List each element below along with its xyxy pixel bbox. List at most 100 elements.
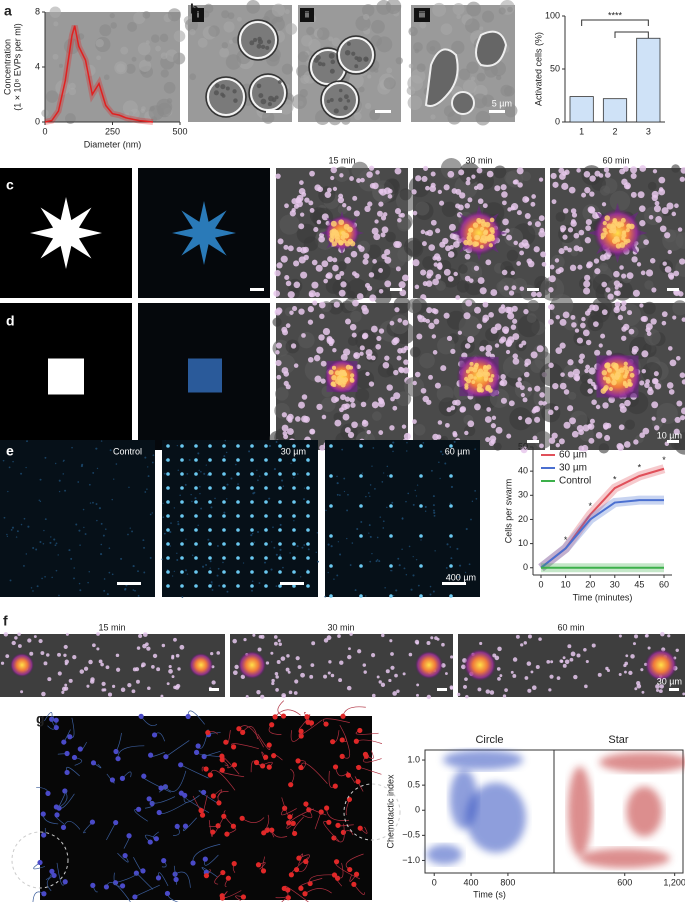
cell <box>511 285 517 291</box>
scale-bar <box>266 110 282 113</box>
cell <box>338 240 344 246</box>
cell <box>309 207 315 213</box>
cell <box>27 525 30 528</box>
texture <box>430 114 436 120</box>
cell <box>485 689 491 694</box>
cell <box>490 229 495 235</box>
texture <box>581 165 602 186</box>
image-labels: i ii iii 5 µm 15 min 30 min 60 min 10 µm… <box>98 8 682 686</box>
swarm <box>250 500 254 504</box>
cell <box>371 552 373 555</box>
annotation: * <box>613 474 617 484</box>
texture <box>570 410 588 429</box>
cell <box>315 264 323 272</box>
cell <box>585 659 589 664</box>
texture <box>173 30 186 42</box>
cell <box>621 273 627 279</box>
cell <box>423 165 429 171</box>
cell <box>659 225 667 233</box>
cell <box>307 356 314 363</box>
cell <box>473 376 477 380</box>
cell <box>171 654 175 658</box>
cell <box>376 675 380 679</box>
texture <box>300 74 310 84</box>
cell <box>132 667 137 672</box>
cell <box>39 478 42 481</box>
texture <box>151 34 160 43</box>
cell <box>278 642 282 647</box>
cell <box>448 223 456 231</box>
cell <box>433 511 436 514</box>
cell <box>2 459 5 462</box>
cell <box>336 482 339 485</box>
cell <box>439 450 443 453</box>
cell <box>330 166 338 174</box>
texture <box>221 10 230 19</box>
cell-edge <box>320 80 360 120</box>
cell <box>285 895 291 901</box>
cell <box>287 418 293 423</box>
cell <box>233 98 238 103</box>
cell <box>650 318 657 325</box>
cell <box>538 215 545 222</box>
cell <box>3 632 9 637</box>
cell <box>401 274 409 282</box>
cell <box>386 475 389 477</box>
swarm <box>166 444 170 448</box>
x-axis-label: Diameter (nm) <box>84 139 142 149</box>
cell <box>550 660 554 664</box>
cell <box>607 293 614 300</box>
cell <box>598 343 603 348</box>
cell <box>660 631 665 637</box>
texture <box>298 331 315 349</box>
cell <box>384 280 392 288</box>
cell <box>643 239 650 246</box>
cell <box>295 758 301 764</box>
swarm <box>250 542 254 546</box>
cell <box>471 380 476 384</box>
cell <box>44 456 47 459</box>
cell <box>583 280 591 288</box>
cell <box>199 486 201 488</box>
cell <box>178 762 184 768</box>
cell <box>288 782 294 788</box>
cell <box>599 254 607 261</box>
cell <box>526 258 533 264</box>
cell <box>20 690 24 694</box>
texture <box>408 26 418 37</box>
cell <box>510 670 514 674</box>
cell <box>443 312 450 319</box>
cell <box>271 753 277 759</box>
cell <box>286 428 294 436</box>
cell <box>39 540 42 543</box>
texture <box>466 61 479 74</box>
cell <box>6 533 8 536</box>
cell <box>115 463 118 465</box>
cell <box>496 667 501 671</box>
texture <box>173 52 186 65</box>
cell <box>679 372 685 378</box>
swarm <box>419 444 423 448</box>
cell <box>356 764 362 771</box>
cell <box>622 380 627 385</box>
cell <box>349 373 355 378</box>
cell <box>397 557 400 560</box>
cell <box>631 349 638 355</box>
cell <box>89 679 95 684</box>
cell <box>531 408 537 414</box>
cell <box>301 546 304 549</box>
cell <box>335 378 341 385</box>
cell <box>562 311 570 319</box>
texture <box>68 82 76 90</box>
cell <box>392 691 397 696</box>
cell <box>319 313 325 320</box>
x-tick-label: 800 <box>500 877 515 887</box>
scale-bar <box>667 440 679 443</box>
x-tick-label: 500 <box>172 126 187 136</box>
cell <box>450 655 454 659</box>
cell <box>548 319 554 325</box>
cell <box>279 523 282 526</box>
panel-title: Star <box>608 734 629 746</box>
cell <box>152 454 155 457</box>
texture <box>349 73 364 89</box>
